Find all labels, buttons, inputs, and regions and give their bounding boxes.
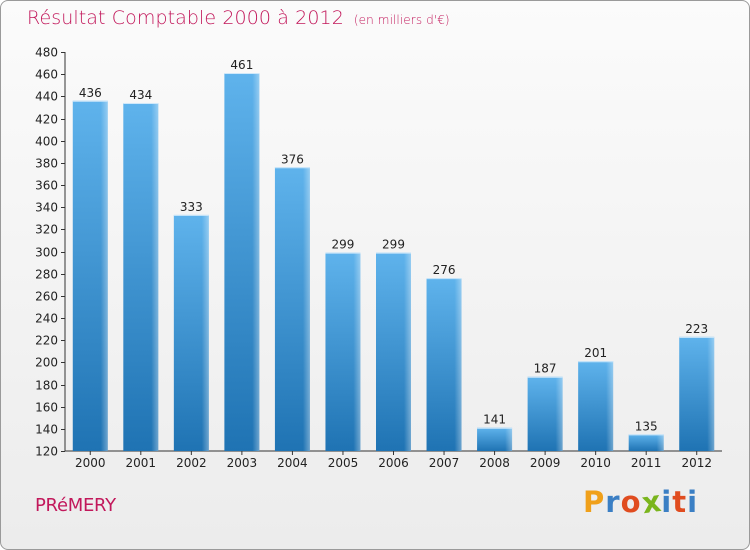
y-tick-label: 160 <box>35 401 58 415</box>
y-tick-label: 360 <box>35 179 58 193</box>
bar-value-label: 436 <box>79 86 102 100</box>
bar-highlight <box>679 336 715 451</box>
x-tick-label: 2002 <box>176 456 207 470</box>
y-tick-label: 180 <box>35 379 58 393</box>
bar-highlight <box>224 73 260 451</box>
logo-letter: i <box>687 485 699 519</box>
bar-highlight <box>72 100 108 452</box>
bar-highlight <box>173 214 209 451</box>
bar-value-label: 223 <box>685 322 708 336</box>
y-tick-label: 220 <box>35 334 58 348</box>
chart-subtitle: (en milliers d'€) <box>353 13 450 27</box>
bar-highlight <box>628 434 664 451</box>
chart-title: Résultat Comptable 2000 à 2012 (en millie… <box>27 7 450 29</box>
logo-letter: t <box>672 485 688 519</box>
y-tick-label: 300 <box>35 246 58 260</box>
y-tick-label: 440 <box>35 90 58 104</box>
place-name: PRéMERY <box>35 495 116 516</box>
x-tick-label: 2011 <box>631 456 662 470</box>
x-tick-label: 2008 <box>479 456 510 470</box>
bar-value-label: 201 <box>584 346 607 360</box>
x-tick-label: 2003 <box>227 456 258 470</box>
bar-value-label: 276 <box>433 263 456 277</box>
x-tick-label: 2005 <box>328 456 359 470</box>
y-tick-label: 460 <box>35 68 58 82</box>
y-tick-label: 480 <box>35 46 58 60</box>
bar-highlight <box>578 361 614 451</box>
x-tick-label: 2007 <box>429 456 460 470</box>
y-tick-label: 400 <box>35 135 58 149</box>
bar-value-label: 299 <box>332 238 355 252</box>
y-tick-label: 380 <box>35 157 58 171</box>
bar-value-label: 135 <box>635 419 658 433</box>
y-tick-label: 260 <box>35 290 58 304</box>
logo-letter: x <box>639 483 664 521</box>
logo-letter: r <box>605 485 621 519</box>
y-tick-label: 340 <box>35 201 58 215</box>
y-tick-label: 240 <box>35 312 58 326</box>
bar-value-label: 187 <box>534 362 557 376</box>
y-tick-label: 320 <box>35 223 58 237</box>
bar-value-label: 299 <box>382 238 405 252</box>
bar-highlight <box>325 252 361 451</box>
chart-title-text: Résultat Comptable 2000 à 2012 <box>27 7 344 29</box>
chart-value-labels: 436 434 333 461 376 299 299 276 141 187 201 135 223 <box>79 58 708 433</box>
logo-letter: i <box>661 485 673 519</box>
bar-highlight <box>477 427 513 451</box>
bar-value-label: 141 <box>483 413 506 427</box>
y-tick-label: 120 <box>35 445 58 459</box>
x-tick-label: 2009 <box>530 456 561 470</box>
bar-highlight <box>123 102 159 451</box>
y-tick-label: 420 <box>35 113 58 127</box>
bar-highlight <box>376 252 411 451</box>
bar-highlight <box>426 278 462 451</box>
bar-highlight <box>274 167 310 451</box>
bar-value-label: 376 <box>281 152 304 166</box>
y-tick-label: 200 <box>35 356 58 370</box>
logo-letter: P <box>583 485 606 519</box>
bar-value-label: 333 <box>180 200 203 214</box>
x-tick-label: 2004 <box>277 456 308 470</box>
bar-highlight <box>527 376 563 451</box>
proxiti-logo: Proxiti <box>583 483 699 521</box>
logo-letter: o <box>620 485 642 519</box>
x-tick-label: 2006 <box>378 456 409 470</box>
bar-value-label: 461 <box>230 58 253 72</box>
bar-value-label: 434 <box>129 88 152 102</box>
x-tick-label: 2000 <box>75 456 106 470</box>
x-tick-label: 2001 <box>126 456 157 470</box>
y-tick-label: 140 <box>35 423 58 437</box>
x-tick-label: 2012 <box>681 456 712 470</box>
x-tick-label: 2010 <box>580 456 611 470</box>
y-tick-label: 280 <box>35 268 58 282</box>
chart-bars <box>72 73 715 452</box>
